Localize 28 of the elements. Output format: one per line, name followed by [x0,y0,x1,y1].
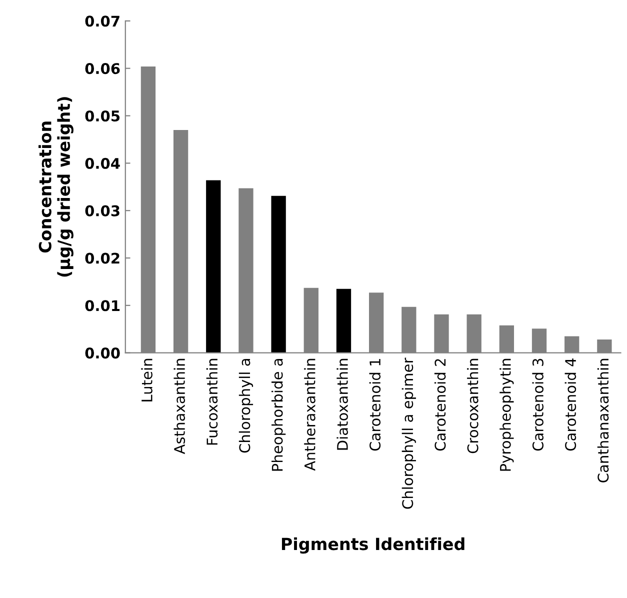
x-tick-label: Fucoxanthin [206,358,218,445]
x-tick-label: Carotenoid 1 [369,359,381,451]
x-tick-label: Pheophorbide a [272,359,286,471]
x-axis-title: Pigments Identified [282,537,464,554]
x-tick-label: Pyropheophytin [500,358,514,471]
x-tick-label: Asthaxanthin [174,358,186,454]
x-tick-label: Carotenoid 4 [564,358,576,451]
y-tick-label: 0.00 [85,348,120,359]
y-tick-label: 0.06 [85,63,120,74]
x-tick-label: Carotenoid 2 [434,359,446,451]
bar [271,196,286,353]
y-tick-label: 0.03 [85,205,120,216]
y-tick-label: 0.02 [85,252,120,264]
x-tick-label: Chlorophyll a epimer [402,358,416,509]
y-tick-label: 0.05 [85,110,120,122]
x-tick-label: Carotenoid 3 [532,358,544,451]
x-tick-label: Diatoxanthin [336,358,348,450]
x-tick-label: Canthanaxanthin [597,358,609,482]
bar [336,288,352,353]
y-tick-label: 0.01 [85,300,120,312]
x-tick-label: Antheraxanthin [304,358,316,471]
x-tick-label: Crocoxanthin [467,358,478,454]
bar [206,180,221,353]
y-axis-title: Concentration (µg/g dried weight) [38,97,74,277]
x-tick-label: Lutein [141,358,152,402]
y-tick-label: 0.07 [85,16,120,27]
y-tick-label: 0.04 [85,158,120,169]
x-tick-label: Chlorophyll a [238,359,254,453]
